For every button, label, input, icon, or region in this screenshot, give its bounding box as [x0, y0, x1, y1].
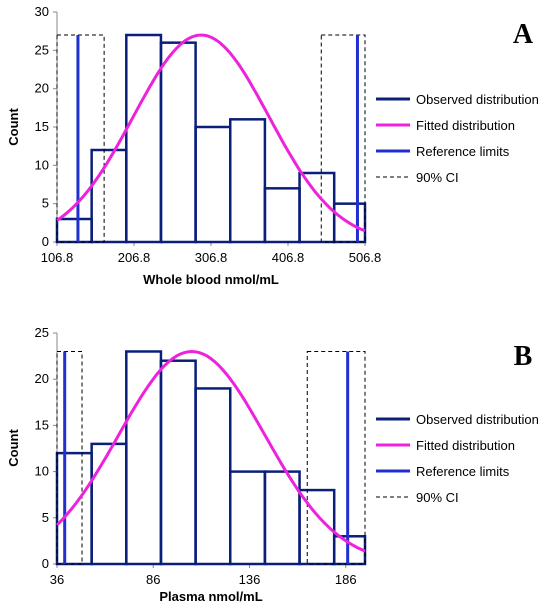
legend-label-observed: Observed distribution — [416, 92, 539, 107]
histogram-bar — [194, 387, 232, 566]
legend-label-reference: Reference limits — [416, 144, 510, 159]
histogram-bar — [55, 451, 93, 566]
histogram-bar — [159, 359, 197, 566]
y-tick-label: 20 — [35, 371, 49, 386]
y-axis-title: Count — [6, 429, 21, 467]
ci-box — [306, 350, 366, 565]
ci-box — [56, 34, 105, 243]
x-tick-label: 206.8 — [118, 250, 151, 265]
y-tick-label: 5 — [42, 196, 49, 211]
x-axis-title: Whole blood nmol/mL — [143, 272, 279, 287]
y-tick-label: 25 — [35, 42, 49, 57]
x-tick-label: 506.8 — [349, 250, 382, 265]
x-axis-title: Plasma nmol/mL — [159, 589, 262, 604]
histogram-bar — [159, 41, 197, 244]
histogram-bar — [55, 217, 93, 244]
legend-label-observed: Observed distribution — [416, 412, 539, 427]
legend-label-ci: 90% CI — [416, 490, 459, 505]
fitted-curve — [56, 33, 366, 233]
fitted-curve — [55, 349, 366, 553]
y-tick-label: 5 — [42, 510, 49, 525]
x-tick-label: 106.8 — [41, 250, 74, 265]
x-tick-label: 406.8 — [272, 250, 305, 265]
y-tick-label: 10 — [35, 464, 49, 479]
panel-label: B — [514, 341, 533, 372]
y-tick-label: 0 — [42, 234, 49, 249]
legend-label-ci: 90% CI — [416, 170, 459, 185]
histogram-bar — [125, 350, 163, 566]
x-tick-label: 36 — [50, 572, 64, 587]
histogram-bar — [263, 187, 301, 244]
panel-b-plasma: 0 5 10 15 20 25 36 86 136 186 Count Plasma nmol/mL B… — [6, 325, 539, 604]
histogram-bar — [90, 148, 128, 244]
y-tick-label: 10 — [35, 157, 49, 172]
y-tick-label: 15 — [35, 417, 49, 432]
x-tick-label: 306.8 — [195, 250, 228, 265]
x-tick-label: 86 — [146, 572, 160, 587]
legend-label-fitted: Fitted distribution — [416, 118, 515, 133]
histogram-bar — [194, 125, 232, 244]
histogram-bar — [229, 118, 267, 244]
histogram-bar — [125, 33, 163, 244]
histogram-bar — [90, 442, 128, 566]
histogram-bar — [229, 470, 267, 566]
y-tick-label: 20 — [35, 81, 49, 96]
legend-label-reference: Reference limits — [416, 464, 510, 479]
x-tick-label: 186 — [335, 572, 357, 587]
y-tick-label: 30 — [35, 4, 49, 19]
y-tick-label: 15 — [35, 119, 49, 134]
legend-label-fitted: Fitted distribution — [416, 438, 515, 453]
panel-label: A — [513, 19, 534, 50]
ci-box — [56, 350, 83, 565]
y-tick-label: 0 — [42, 556, 49, 571]
ci-box — [320, 34, 366, 243]
x-tick-label: 136 — [239, 572, 261, 587]
y-tick-label: 25 — [35, 325, 49, 340]
panel-a-whole-blood: 0 5 10 15 20 25 30 106.8 206.8 306.8 406.8 506.8 Cou… — [6, 4, 539, 287]
y-axis-title: Count — [6, 108, 21, 146]
